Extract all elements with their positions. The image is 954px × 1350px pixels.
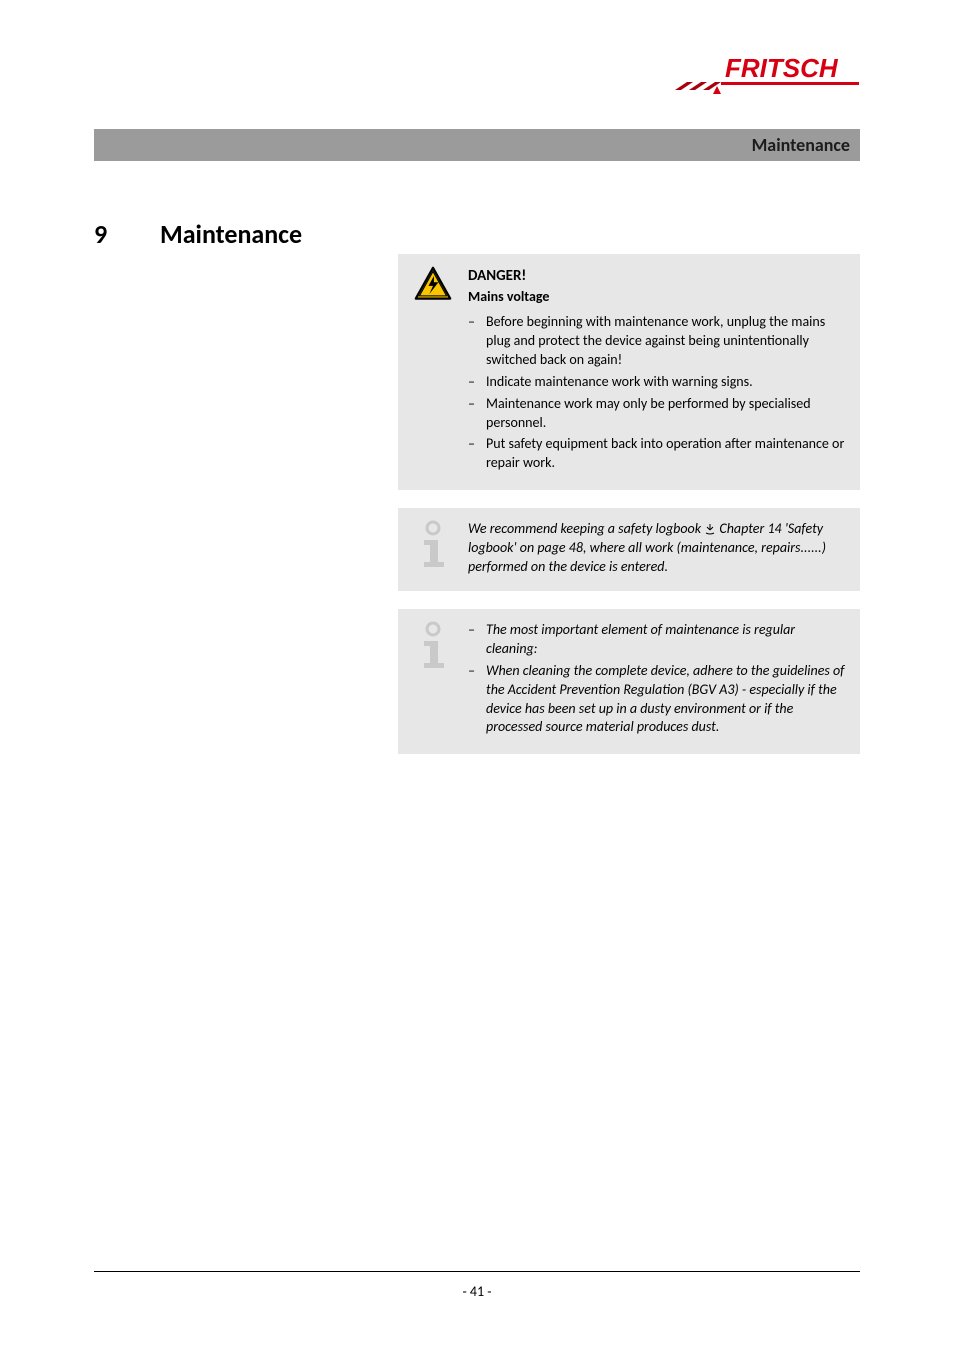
electrical-hazard-icon (412, 266, 454, 308)
callout-danger: DANGER! Mains voltage Before beginning w… (398, 254, 860, 490)
brand-logo: FRITSCH (675, 52, 860, 102)
section-banner: Maintenance (94, 129, 860, 161)
callout-danger-body: DANGER! Mains voltage Before beginning w… (468, 266, 846, 476)
svg-text:FRITSCH: FRITSCH (725, 53, 839, 83)
list-item: When cleaning the complete device, adher… (468, 662, 846, 738)
callout-info: The most important element of maintenanc… (398, 609, 860, 754)
info-icon (412, 520, 454, 562)
info-icon (412, 621, 454, 663)
list-item: Put safety equipment back into operation… (468, 435, 846, 473)
footer-rule (94, 1271, 860, 1272)
callout-info-body: The most important element of maintenanc… (468, 621, 846, 740)
callout-danger-subtitle: Mains voltage (468, 288, 846, 307)
callout-info: We recommend keeping a safety logbook Ch… (398, 508, 860, 591)
callout-info-list: The most important element of maintenanc… (468, 621, 846, 737)
page: FRITSCH Maintenance 9 Maintenance DANGER… (0, 0, 954, 1350)
list-item: Indicate maintenance work with warning s… (468, 373, 846, 392)
content-column: DANGER! Mains voltage Before beginning w… (398, 254, 860, 772)
page-number: - 41 - (0, 1283, 954, 1300)
callout-danger-list: Before beginning with maintenance work, … (468, 313, 846, 473)
info-text-pre: We recommend keeping a safety logbook (468, 520, 704, 537)
list-item: Before beginning with maintenance work, … (468, 313, 846, 370)
callout-info-body: We recommend keeping a safety logbook Ch… (468, 520, 846, 577)
list-item: Maintenance work may only be performed b… (468, 395, 846, 433)
callout-danger-title: DANGER! (468, 266, 846, 286)
reference-icon (704, 523, 716, 535)
list-item: The most important element of maintenanc… (468, 621, 846, 659)
chapter-title: Maintenance (160, 218, 302, 250)
section-banner-label: Maintenance (752, 129, 850, 161)
chapter-number: 9 (94, 218, 107, 250)
